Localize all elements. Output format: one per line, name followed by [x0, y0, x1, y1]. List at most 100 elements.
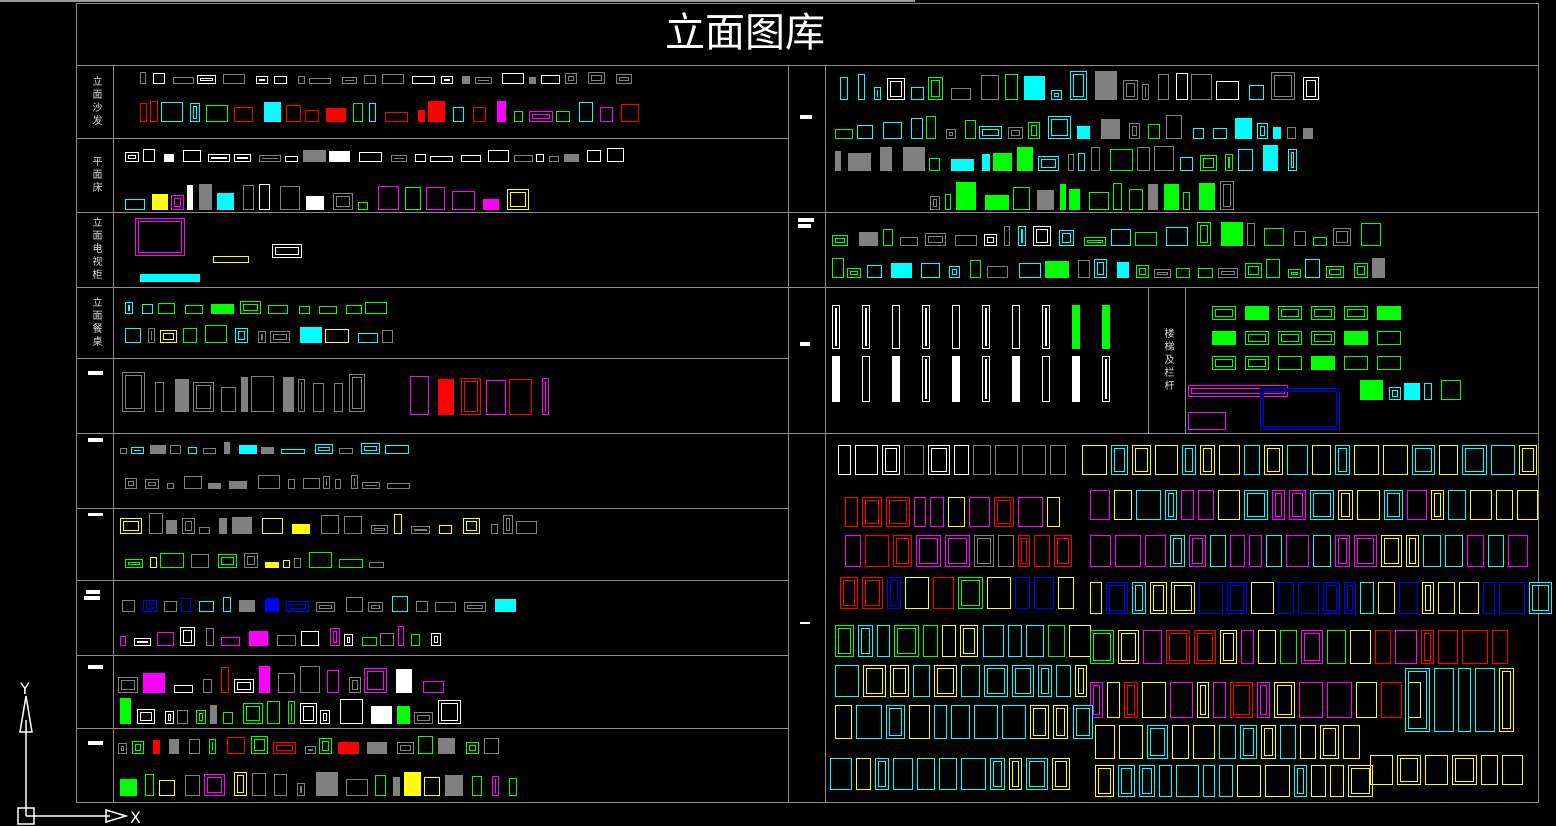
cad-block: [251, 773, 266, 796]
cad-block: [982, 305, 990, 349]
cad-block: [867, 264, 883, 278]
cad-block: [1266, 535, 1283, 567]
cad-block: [1181, 445, 1197, 475]
cad-block: [1129, 188, 1144, 210]
cad-block: [1117, 262, 1129, 278]
cad-block: [416, 600, 428, 612]
cad-block: [1370, 755, 1394, 785]
cad-block: [1311, 331, 1335, 345]
cad-block: [1100, 118, 1121, 139]
cad-block: [1153, 145, 1175, 171]
cad-block: [217, 553, 238, 568]
cad-block: [438, 379, 455, 415]
cad-block: [1196, 222, 1211, 246]
cad-block: [1131, 582, 1146, 614]
cad-block: [1263, 145, 1278, 171]
cad-block: [369, 102, 377, 122]
cad-block: [130, 446, 144, 454]
cad-block: [859, 231, 878, 246]
cad-block: [174, 378, 189, 412]
cad-block: [265, 598, 280, 612]
cad-block: [1132, 445, 1152, 475]
cad-block: [1216, 80, 1240, 100]
cad-block: [199, 601, 215, 612]
cad-block: [149, 512, 163, 534]
cad-block: [1278, 582, 1295, 614]
cad-block: [1026, 758, 1049, 790]
cad-block: [1037, 190, 1054, 210]
cad-block: [1502, 755, 1523, 785]
cad-block: [891, 262, 913, 278]
cad-block: [492, 775, 499, 796]
cad-block: [1198, 183, 1215, 210]
cad-block: [219, 518, 227, 534]
cad-block: [125, 198, 146, 210]
cad-block: [1444, 535, 1464, 567]
cad-block: [410, 633, 421, 646]
cad-block: [1279, 630, 1298, 664]
cad-block: [264, 101, 282, 122]
cad-block: [318, 305, 338, 314]
cad-block: [294, 558, 302, 568]
cad-block: [339, 698, 364, 724]
cad-block: [1038, 665, 1052, 697]
cad-block: [1287, 127, 1296, 139]
cad-block: [1124, 682, 1139, 718]
cad-block: [314, 444, 334, 454]
cad-block: [301, 630, 320, 646]
cad-block: [1008, 625, 1023, 657]
cad-block: [204, 774, 225, 796]
cad-block: [838, 445, 851, 475]
cad-block: [832, 234, 849, 246]
cad-block: [1118, 725, 1144, 759]
cad-block: [1135, 490, 1161, 520]
cad-block: [1113, 182, 1123, 210]
cad-block: [1019, 263, 1042, 278]
cad-block: [974, 535, 994, 567]
cad-block: [1311, 356, 1335, 370]
top-scroll-bar[interactable]: [0, 0, 915, 2]
cad-block: [1438, 445, 1458, 475]
cad-block: [1378, 582, 1395, 614]
cad-block: [1424, 382, 1432, 400]
cad-block: [1245, 306, 1269, 320]
cad-block: [1304, 258, 1321, 278]
cad-block: [951, 88, 971, 100]
cad-block: [1135, 232, 1157, 246]
cad-block: [308, 552, 332, 568]
cad-block: [1293, 765, 1308, 797]
cad-block: [1154, 268, 1172, 278]
cad-block: [1309, 490, 1335, 520]
cad-block: [955, 234, 977, 246]
cad-block: [474, 77, 492, 84]
cad-block: [195, 709, 207, 724]
cad-block: [1430, 490, 1445, 520]
cad-block: [251, 376, 274, 412]
section-label-placeholder: [86, 590, 100, 594]
cad-block: [1009, 758, 1023, 790]
cad-block: [1058, 230, 1075, 246]
cad-block: [161, 101, 184, 122]
cad-block: [879, 146, 893, 171]
cad-block: [1302, 127, 1313, 139]
cad-block: [882, 121, 903, 139]
cad-block: [1227, 582, 1247, 614]
cad-block: [845, 497, 859, 527]
cad-block: [1356, 490, 1380, 520]
cad-block: [1069, 625, 1091, 657]
cad-block: [451, 190, 475, 210]
cad-block: [228, 480, 247, 489]
cad-block: [1029, 705, 1049, 739]
cad-block: [285, 600, 310, 612]
cad-block: [1052, 758, 1070, 790]
cad-block: [131, 740, 144, 754]
cad-block: [151, 194, 168, 210]
cad-block: [1188, 385, 1288, 397]
cad-block: [508, 378, 532, 415]
cad-block: [1034, 535, 1051, 567]
cad-block: [262, 518, 284, 534]
cad-block: [1176, 268, 1191, 278]
cad-block: [206, 628, 214, 646]
cad-block: [238, 445, 258, 454]
cad-block: [166, 482, 175, 489]
